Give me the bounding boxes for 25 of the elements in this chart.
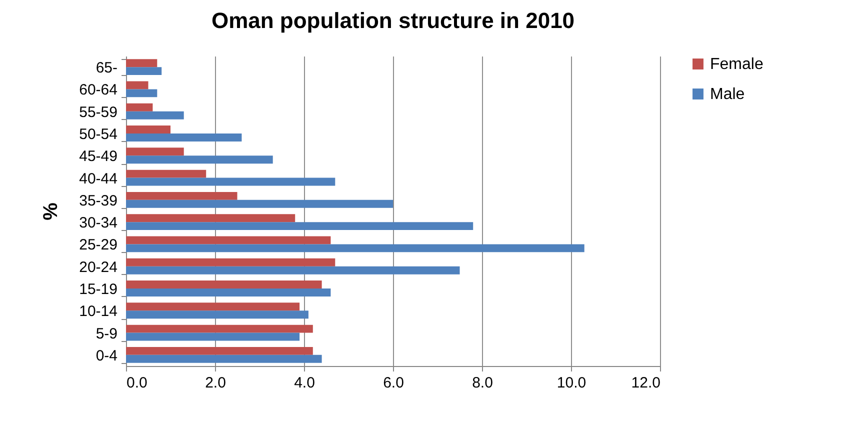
x-tick-label: 10.0	[556, 374, 586, 392]
x-tick-label: 4.0	[294, 374, 315, 392]
legend-label: Male	[710, 86, 745, 103]
y-tick-label: 15-19	[79, 281, 118, 298]
y-tick-label: 50-54	[79, 126, 118, 143]
y-tick-label: 20-24	[79, 258, 118, 276]
x-tick-label: 6.0	[383, 374, 404, 392]
x-tick-label: 2.0	[205, 374, 226, 392]
legend-label: Female	[710, 56, 764, 73]
y-tick-label: 35-39	[79, 192, 118, 210]
x-tick-label: 12.0	[631, 374, 660, 392]
y-tick-label: 60-64	[79, 82, 118, 99]
y-tick-label: 45-49	[79, 148, 118, 166]
chart-title: Oman population structure in 2010	[211, 8, 575, 33]
x-tick-label: 8.0	[472, 374, 493, 392]
y-tick-label: 25-29	[79, 236, 118, 254]
y-tick-label: 0-4	[96, 347, 118, 364]
y-tick-label: 30-34	[79, 214, 118, 232]
y-axis-title: %	[40, 202, 62, 220]
y-tick-label: 55-59	[79, 104, 118, 121]
x-tick-label: 0.0	[126, 374, 148, 392]
y-tick-label: 10-14	[79, 303, 118, 320]
y-tick-label: 40-44	[79, 170, 118, 188]
y-tick-label: 65-	[96, 60, 118, 77]
y-tick-label: 5-9	[96, 325, 118, 342]
